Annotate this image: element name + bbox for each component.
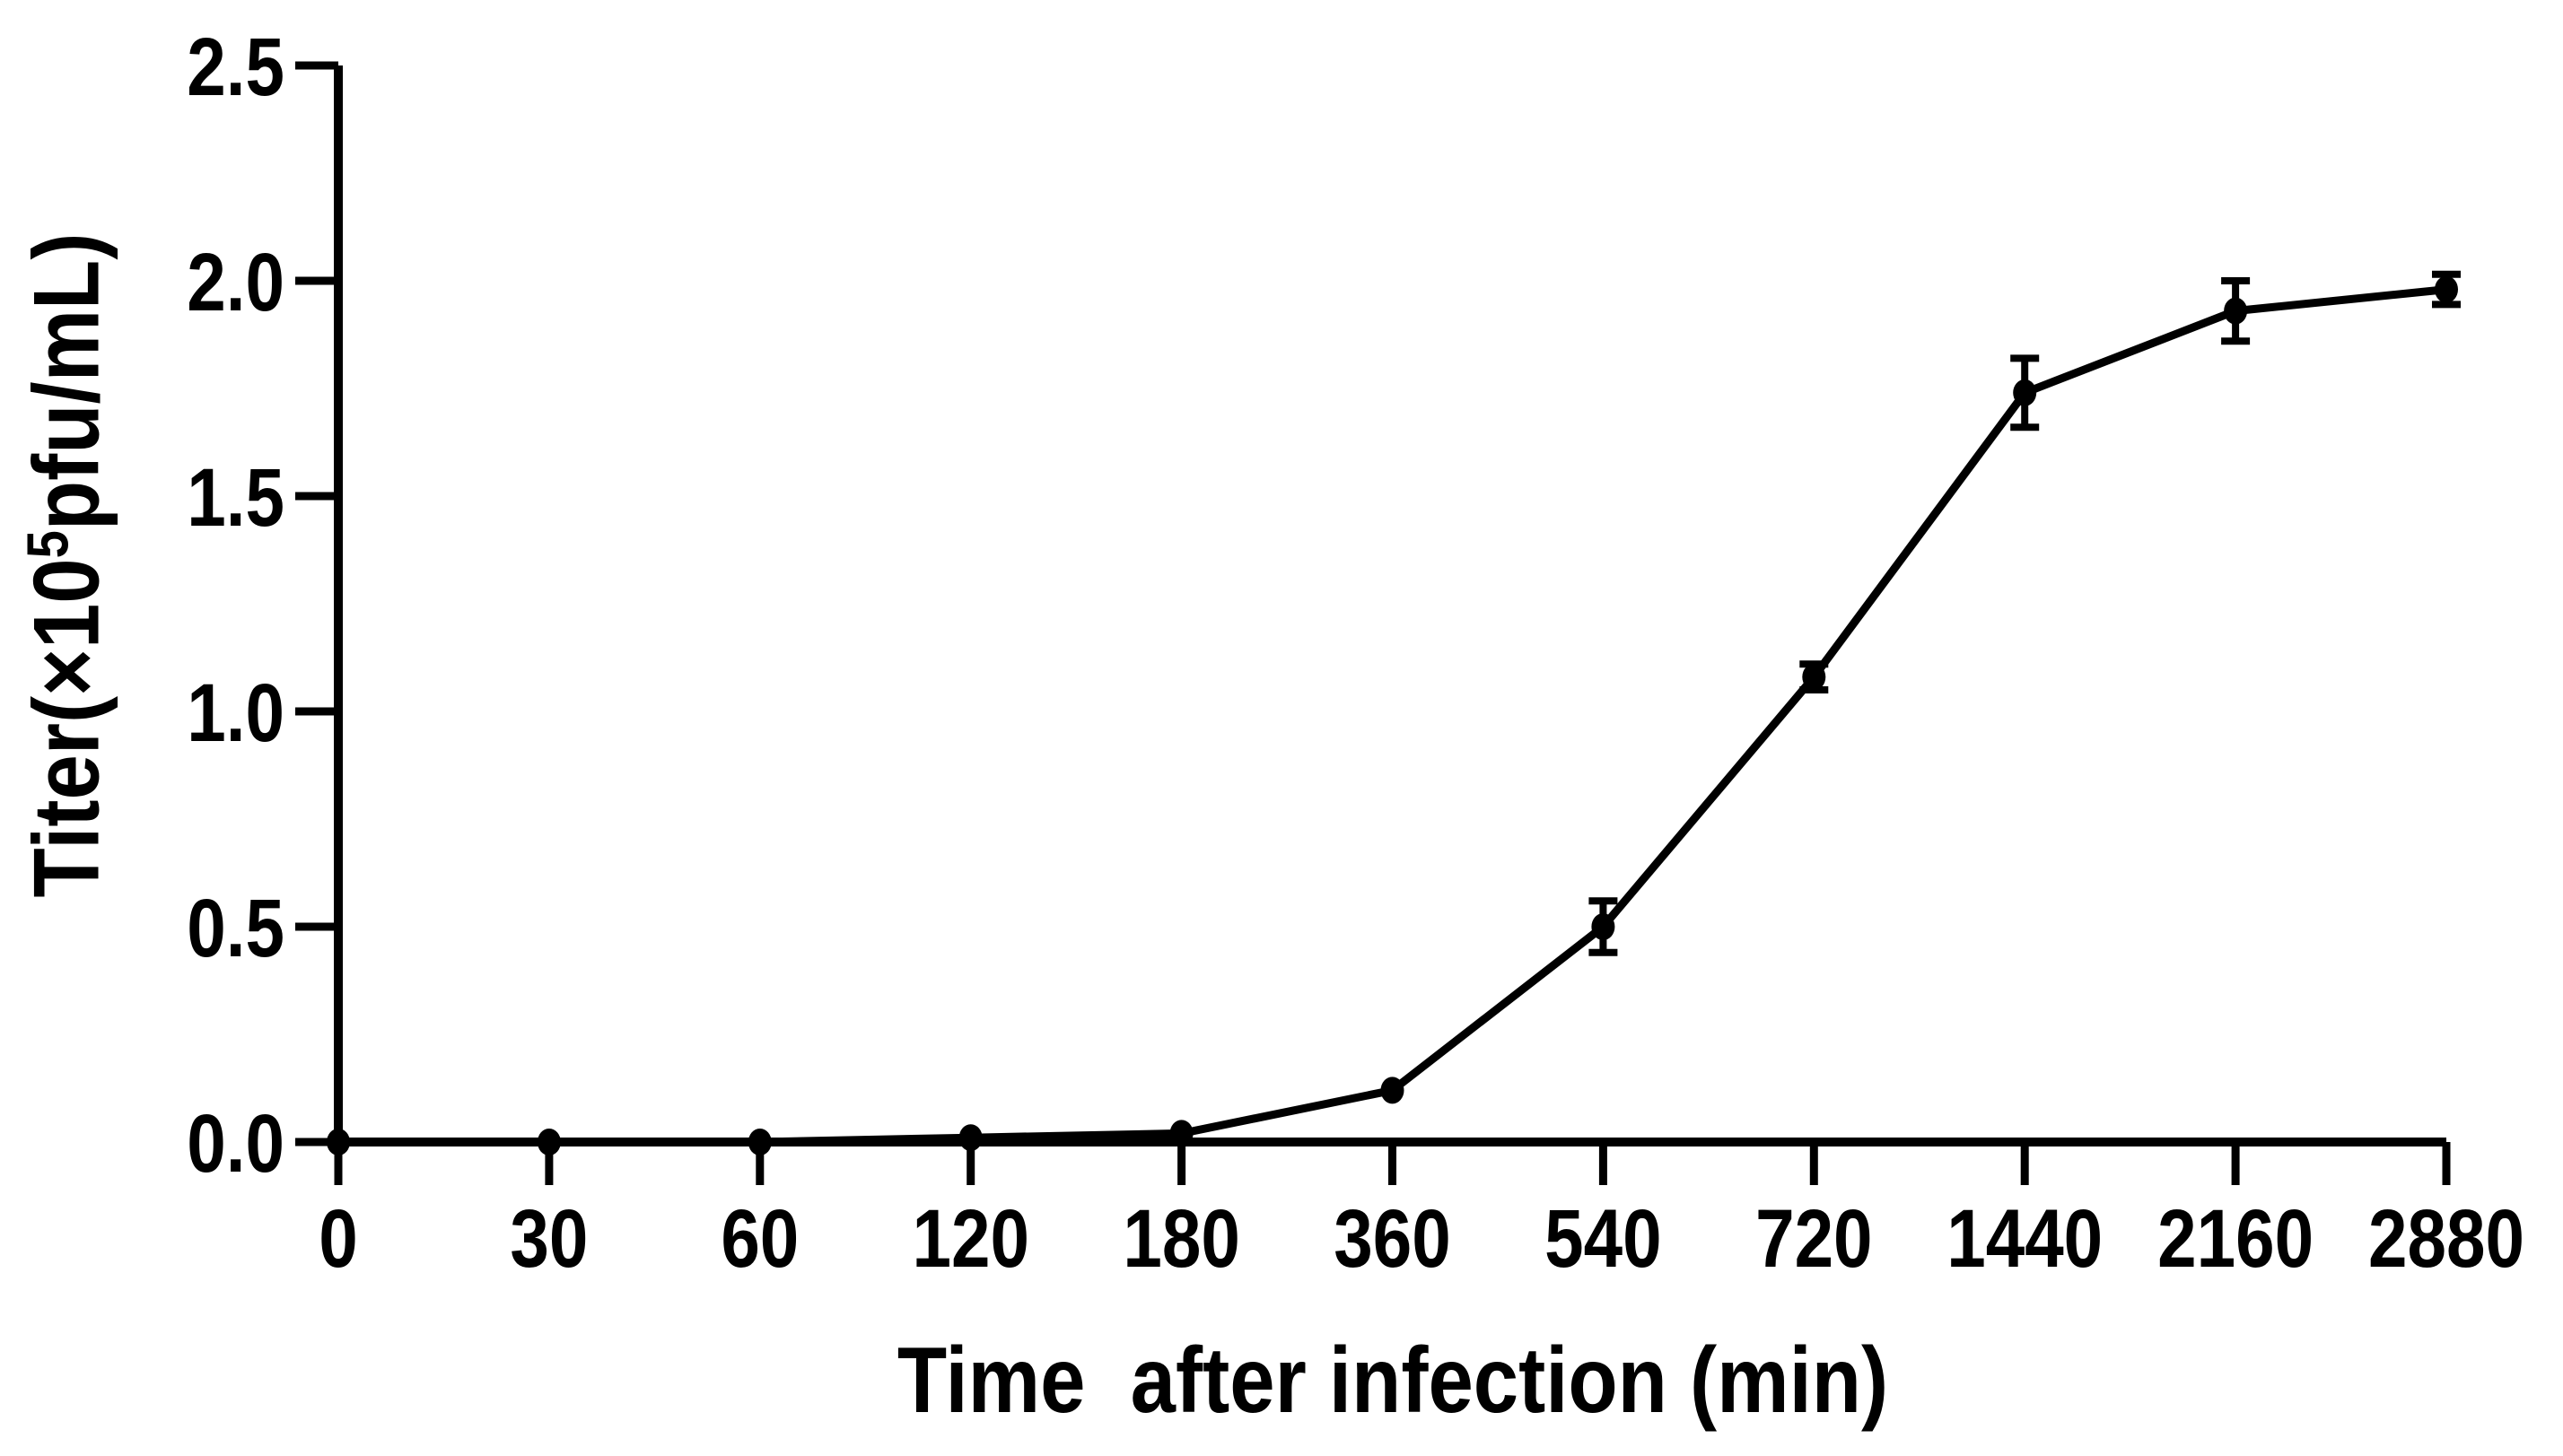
y-tick-label: 0.0: [187, 1098, 284, 1190]
y-tick-label: 1.0: [187, 667, 284, 759]
x-axis-title: Time after infection (min): [897, 1329, 1889, 1433]
x-tick-label: 540: [1544, 1193, 1661, 1285]
x-tick-label: 720: [1755, 1193, 1872, 1285]
data-point-marker: [1169, 1120, 1194, 1147]
y-axis-title-suffix: pfu/mL): [14, 232, 119, 531]
data-point-marker: [327, 1129, 350, 1155]
x-tick-label: 0: [319, 1193, 357, 1285]
y-axis-title-superscript: 5: [15, 530, 81, 559]
x-tick-label: 2160: [2157, 1193, 2314, 1285]
data-point-marker: [1802, 663, 1826, 691]
data-point-marker: [2435, 275, 2458, 303]
data-point-marker: [958, 1124, 983, 1152]
y-tick-label: 1.5: [187, 452, 284, 544]
y-axis-title-prefix: Titer(×10: [14, 558, 119, 898]
data-point-marker: [1591, 913, 1615, 940]
x-tick-label: 30: [510, 1193, 588, 1285]
y-tick-label: 2.5: [187, 22, 284, 113]
data-point-marker: [537, 1129, 561, 1155]
data-point-marker: [2013, 379, 2037, 406]
data-point-marker: [1380, 1077, 1404, 1104]
x-tick-label: 1440: [1946, 1193, 2103, 1285]
y-axis-title: Titer(×105pfu/mL): [14, 233, 118, 898]
data-line: [338, 285, 2447, 1146]
y-tick-label: 0.5: [187, 883, 284, 974]
x-tick-label: 180: [1123, 1193, 1239, 1285]
x-tick-label: 60: [721, 1193, 799, 1285]
data-point-marker: [2224, 297, 2248, 325]
data-point-marker: [748, 1129, 772, 1155]
x-tick-label: 360: [1334, 1193, 1450, 1285]
x-tick-label: 120: [912, 1193, 1028, 1285]
y-tick-label: 2.0: [187, 237, 284, 328]
x-tick-label: 2880: [2368, 1193, 2524, 1285]
